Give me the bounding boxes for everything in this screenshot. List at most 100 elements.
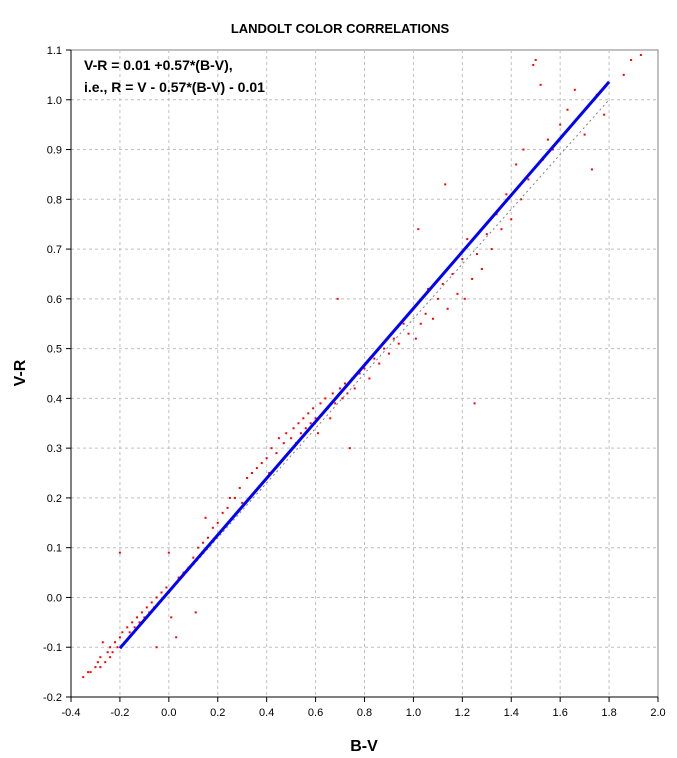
data-point bbox=[96, 661, 99, 664]
data-point bbox=[510, 218, 513, 221]
y-tick-label: 0.9 bbox=[47, 145, 62, 157]
data-point bbox=[118, 636, 121, 639]
data-point bbox=[275, 452, 278, 455]
data-point bbox=[532, 63, 535, 66]
data-point bbox=[522, 148, 525, 151]
data-point bbox=[114, 641, 117, 644]
y-axis-title: V-R bbox=[12, 359, 29, 386]
data-point bbox=[89, 671, 92, 674]
data-point bbox=[339, 387, 342, 390]
data-point bbox=[260, 462, 263, 465]
data-point bbox=[192, 556, 195, 559]
data-point bbox=[206, 536, 209, 539]
data-point bbox=[228, 496, 231, 499]
data-point bbox=[175, 636, 178, 639]
data-point bbox=[167, 551, 170, 554]
y-tick-label: 0.1 bbox=[47, 543, 62, 555]
data-point bbox=[559, 123, 562, 126]
data-point bbox=[299, 432, 302, 435]
x-tick-label: 1.2 bbox=[455, 707, 470, 719]
data-point bbox=[131, 621, 134, 624]
data-point bbox=[226, 506, 229, 509]
data-point bbox=[639, 53, 642, 56]
x-tick-label: 1.0 bbox=[406, 707, 421, 719]
data-point bbox=[461, 258, 464, 261]
data-point bbox=[265, 457, 268, 460]
data-point bbox=[145, 606, 148, 609]
data-point bbox=[82, 676, 85, 679]
data-point bbox=[368, 377, 371, 380]
data-point bbox=[277, 437, 280, 440]
x-tick-label: 0.8 bbox=[357, 707, 372, 719]
data-point bbox=[387, 352, 390, 355]
data-point bbox=[341, 397, 344, 400]
data-point bbox=[94, 666, 97, 669]
data-point bbox=[116, 646, 119, 649]
data-point bbox=[466, 238, 469, 241]
data-point bbox=[194, 611, 197, 614]
data-point bbox=[165, 586, 168, 589]
data-point bbox=[133, 626, 136, 629]
x-tick-label: 1.4 bbox=[504, 707, 519, 719]
data-point bbox=[539, 83, 542, 86]
data-point bbox=[285, 432, 288, 435]
data-point bbox=[471, 277, 474, 280]
data-point bbox=[331, 392, 334, 395]
data-point bbox=[378, 362, 381, 365]
data-point bbox=[309, 422, 312, 425]
data-point bbox=[111, 651, 114, 654]
data-point bbox=[216, 521, 219, 524]
data-point bbox=[121, 631, 124, 634]
data-point bbox=[446, 307, 449, 310]
x-tick-label: 1.6 bbox=[553, 707, 568, 719]
x-tick-label: -0.2 bbox=[110, 707, 129, 719]
data-point bbox=[417, 228, 420, 231]
data-point bbox=[177, 576, 180, 579]
data-point bbox=[534, 58, 537, 61]
data-point bbox=[138, 621, 141, 624]
data-point bbox=[155, 646, 158, 649]
data-point bbox=[290, 437, 293, 440]
data-point bbox=[436, 297, 439, 300]
grid bbox=[71, 50, 658, 697]
y-tick-label: 0.5 bbox=[47, 344, 62, 356]
data-point bbox=[211, 526, 214, 529]
data-point bbox=[99, 666, 102, 669]
data-point bbox=[622, 73, 625, 76]
data-point bbox=[444, 183, 447, 186]
data-point bbox=[363, 367, 366, 370]
data-point bbox=[427, 287, 430, 290]
data-point bbox=[500, 228, 503, 231]
y-tick-label: 0.7 bbox=[47, 244, 62, 256]
data-point bbox=[250, 472, 253, 475]
y-tick-label: 0.2 bbox=[47, 493, 62, 505]
equation-annotation-alt: i.e., R = V - 0.57*(B-V) - 0.01 bbox=[84, 79, 265, 95]
data-point bbox=[104, 661, 107, 664]
x-tick-label: 0.2 bbox=[210, 707, 225, 719]
data-point bbox=[485, 233, 488, 236]
data-point bbox=[358, 372, 361, 375]
data-point bbox=[343, 382, 346, 385]
data-point bbox=[155, 596, 158, 599]
data-point bbox=[441, 282, 444, 285]
y-tick-label: -0.2 bbox=[43, 692, 62, 704]
y-tick-label: 0.8 bbox=[47, 194, 62, 206]
data-point bbox=[373, 357, 376, 360]
data-point bbox=[348, 447, 351, 450]
data-point bbox=[233, 496, 236, 499]
data-point bbox=[414, 337, 417, 340]
x-tick-label: 2.0 bbox=[650, 707, 665, 719]
data-point bbox=[101, 641, 104, 644]
data-point bbox=[126, 626, 129, 629]
data-point bbox=[282, 442, 285, 445]
data-point bbox=[109, 646, 112, 649]
data-point bbox=[202, 541, 205, 544]
data-point bbox=[353, 387, 356, 390]
data-point bbox=[302, 417, 305, 420]
data-point bbox=[456, 292, 459, 295]
data-point bbox=[551, 148, 554, 151]
data-point bbox=[197, 546, 200, 549]
data-point bbox=[505, 193, 508, 196]
y-tick-label: 0.0 bbox=[47, 592, 62, 604]
